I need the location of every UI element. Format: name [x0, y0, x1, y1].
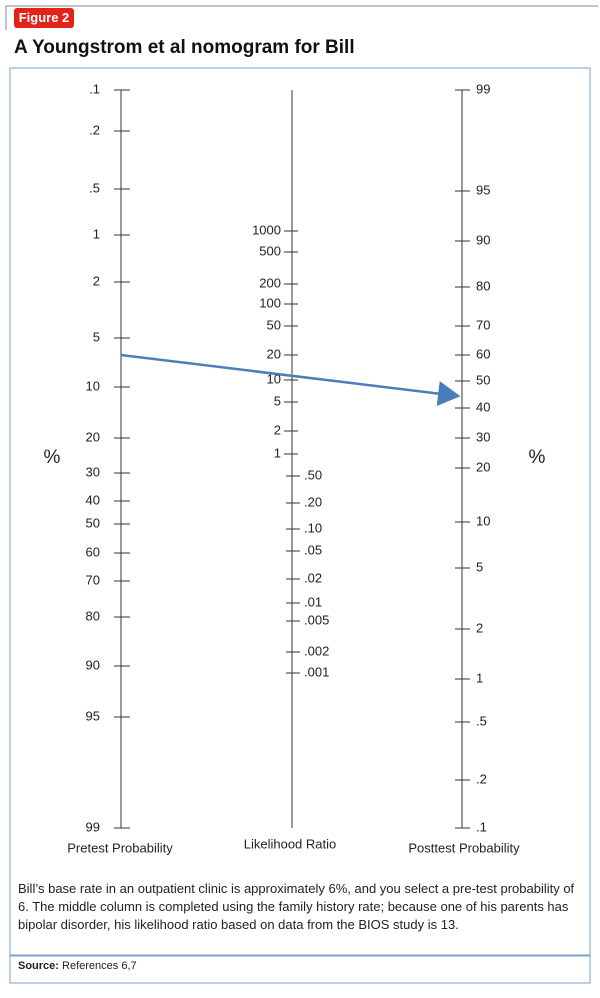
tick-label: 1	[93, 226, 100, 241]
figure-label-bg	[14, 8, 74, 28]
tick-label: 60	[86, 544, 100, 559]
tick-label: 2	[476, 620, 483, 635]
tick-label: 60	[476, 346, 490, 361]
tick-label: 80	[476, 278, 490, 293]
likelihood-label: Likelihood Ratio	[244, 836, 337, 851]
tick-label: 80	[86, 608, 100, 623]
tick-label: 20	[267, 346, 281, 361]
tick-label: 10	[267, 371, 281, 386]
source: Source: References 6,7	[18, 960, 137, 972]
tick-label: 40	[86, 492, 100, 507]
tick-label: .05	[304, 542, 322, 557]
title: A Youngstrom et al nomogram for Bill	[14, 37, 355, 58]
unit-left: %	[44, 447, 61, 468]
tick-label: .005	[304, 612, 329, 627]
tick-label: 50	[267, 317, 281, 332]
figure-label: Figure 2	[19, 10, 70, 25]
tick-label: 90	[86, 657, 100, 672]
tick-label: 200	[259, 275, 281, 290]
tick-label: 30	[86, 464, 100, 479]
tick-label: .1	[476, 819, 487, 834]
frame-corner	[5, 5, 598, 30]
tick-label: 2	[274, 422, 281, 437]
tick-label: 5	[274, 393, 281, 408]
tick-label: .5	[476, 713, 487, 728]
tick-label: 2	[93, 273, 100, 288]
tick-label: 1000	[252, 222, 281, 237]
tick-label: 40	[476, 399, 490, 414]
tick-label: .1	[89, 81, 100, 96]
tick-label: .10	[304, 520, 322, 535]
source-label: Source:	[18, 960, 59, 972]
tick-label: 95	[476, 182, 490, 197]
caption: Bill’s base rate in an outpatient clinic…	[18, 881, 575, 932]
tick-label: 90	[476, 232, 490, 247]
tick-label: 1	[476, 670, 483, 685]
tick-label: .02	[304, 570, 322, 585]
source-box	[9, 954, 591, 984]
tick-label: 30	[476, 429, 490, 444]
tick-label: 50	[476, 372, 490, 387]
tick-label: 500	[259, 243, 281, 258]
tick-label: .001	[304, 664, 329, 679]
tick-label: 1	[274, 445, 281, 460]
tick-label: 10	[86, 378, 100, 393]
tick-label: 95	[86, 708, 100, 723]
source-text: References 6,7	[62, 960, 137, 972]
tick-label: .50	[304, 467, 322, 482]
arrow	[120, 353, 461, 406]
tick-label: 50	[86, 515, 100, 530]
tick-label: 20	[86, 429, 100, 444]
tick-label: 99	[476, 81, 490, 96]
unit-right: %	[529, 447, 546, 468]
tick-label: .002	[304, 643, 329, 658]
tick-label: .5	[89, 180, 100, 195]
tick-label: 99	[86, 819, 100, 834]
tick-label: 70	[476, 317, 490, 332]
tick-label: .20	[304, 494, 322, 509]
tick-label: 5	[93, 329, 100, 344]
posttest-label: Posttest Probability	[408, 840, 520, 855]
tick-label: 5	[476, 559, 483, 574]
tick-label: .2	[89, 122, 100, 137]
tick-label: 100	[259, 295, 281, 310]
tick-label: 20	[476, 459, 490, 474]
pretest-label: Pretest Probability	[67, 840, 173, 855]
tick-label: 70	[86, 572, 100, 587]
tick-label: 10	[476, 513, 490, 528]
tick-label: .01	[304, 594, 322, 609]
tick-label: .2	[476, 771, 487, 786]
panel	[9, 67, 591, 957]
